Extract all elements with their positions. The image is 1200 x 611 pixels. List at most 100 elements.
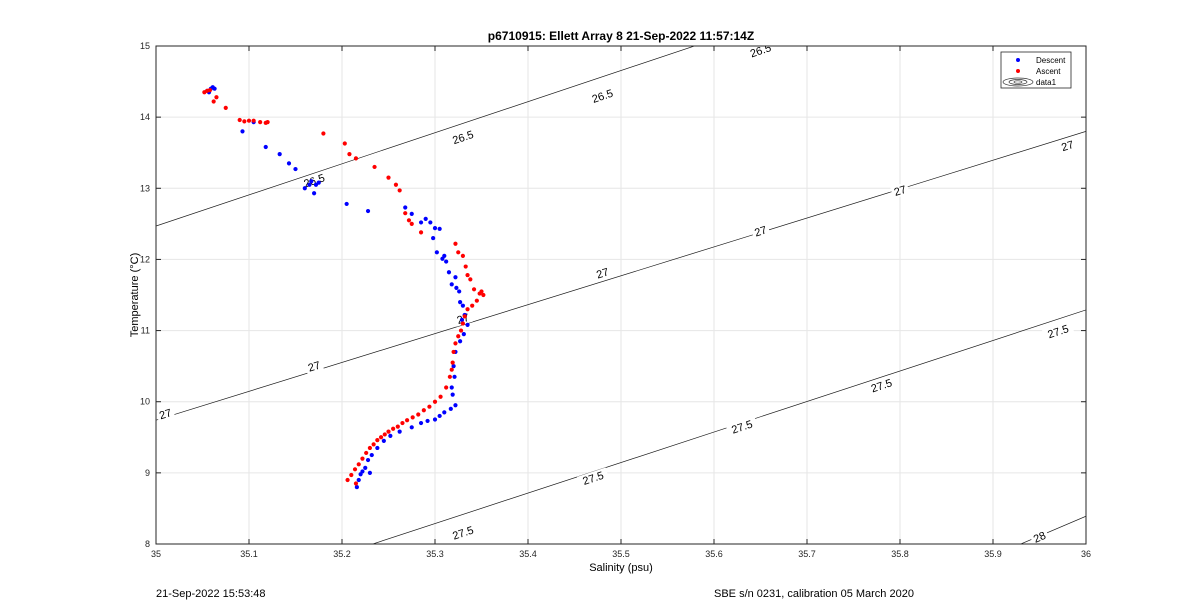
data-point-descent: [366, 209, 370, 213]
data-point-ascent: [481, 293, 485, 297]
data-point-ascent: [383, 432, 387, 436]
data-point-descent: [451, 393, 455, 397]
data-point-descent: [419, 421, 423, 425]
data-point-ascent: [321, 131, 325, 135]
data-point-descent: [264, 145, 268, 149]
data-point-descent: [460, 318, 464, 322]
data-point-descent: [317, 180, 321, 184]
y-tick-label: 13: [140, 183, 150, 193]
data-point-ascent: [475, 299, 479, 303]
data-point-descent: [452, 364, 456, 368]
data-point-ascent: [444, 385, 448, 389]
data-point-ascent: [438, 395, 442, 399]
data-point-descent: [287, 161, 291, 165]
data-point-descent: [454, 286, 458, 290]
data-point-ascent: [372, 165, 376, 169]
y-tick-label: 15: [140, 41, 150, 51]
data-point-ascent: [379, 435, 383, 439]
data-point-descent: [462, 332, 466, 336]
data-point-descent: [355, 485, 359, 489]
x-tick-label: 35: [151, 549, 161, 559]
data-point-ascent: [354, 156, 358, 160]
ts-diagram-chart: 26.526.526.526.52727272727272727.527.527…: [0, 0, 1200, 611]
data-point-ascent: [411, 415, 415, 419]
data-point-descent: [382, 439, 386, 443]
data-point-descent: [410, 425, 414, 429]
data-point-descent: [435, 250, 439, 254]
data-point-ascent: [453, 242, 457, 246]
data-point-descent: [345, 202, 349, 206]
y-tick-label: 14: [140, 112, 150, 122]
data-point-descent: [309, 179, 313, 183]
data-point-descent: [458, 300, 462, 304]
data-point-descent: [425, 419, 429, 423]
data-point-descent: [433, 226, 437, 230]
legend-ascent-marker: [1016, 69, 1020, 73]
data-point-descent: [359, 472, 363, 476]
data-point-ascent: [252, 119, 256, 123]
x-tick-label: 35.5: [612, 549, 630, 559]
data-point-ascent: [463, 314, 467, 318]
data-point-ascent: [386, 176, 390, 180]
data-point-ascent: [461, 254, 465, 258]
data-point-ascent: [403, 211, 407, 215]
data-point-descent: [212, 87, 216, 91]
data-point-ascent: [472, 287, 476, 291]
data-point-ascent: [451, 360, 455, 364]
data-point-descent: [363, 466, 367, 470]
data-point-ascent: [461, 321, 465, 325]
data-point-ascent: [242, 119, 246, 123]
data-point-ascent: [258, 120, 262, 124]
data-point-ascent: [450, 368, 454, 372]
data-point-ascent: [465, 273, 469, 277]
data-point-ascent: [400, 421, 404, 425]
data-point-descent: [458, 339, 462, 343]
data-point-ascent: [238, 118, 242, 122]
data-point-ascent: [354, 481, 358, 485]
data-point-descent: [388, 434, 392, 438]
data-point-ascent: [394, 183, 398, 187]
data-point-ascent: [353, 467, 357, 471]
data-point-descent: [442, 410, 446, 414]
data-point-descent: [293, 167, 297, 171]
data-point-descent: [457, 289, 461, 293]
data-point-descent: [403, 205, 407, 209]
data-point-ascent: [465, 307, 469, 311]
legend: Descent Ascent data1: [1001, 52, 1071, 88]
data-point-descent: [431, 236, 435, 240]
data-point-ascent: [456, 250, 460, 254]
data-point-ascent: [349, 473, 353, 477]
data-point-ascent: [247, 119, 251, 123]
data-point-descent: [370, 453, 374, 457]
data-point-ascent: [470, 304, 474, 308]
data-point-ascent: [386, 429, 390, 433]
data-point-descent: [368, 471, 372, 475]
data-point-descent: [366, 458, 370, 462]
data-point-descent: [307, 183, 311, 187]
data-point-descent: [447, 270, 451, 274]
data-point-ascent: [427, 405, 431, 409]
data-point-ascent: [479, 289, 483, 293]
data-point-descent: [465, 323, 469, 327]
data-point-ascent: [357, 462, 361, 466]
data-point-ascent: [368, 446, 372, 450]
data-point-ascent: [375, 438, 379, 442]
data-point-ascent: [456, 334, 460, 338]
data-point-descent: [461, 304, 465, 308]
footer-timestamp: 21-Sep-2022 15:53:48: [156, 588, 265, 600]
x-tick-label: 35.4: [519, 549, 537, 559]
y-axis-label: Temperature (°C): [129, 253, 141, 337]
data-point-descent: [453, 403, 457, 407]
data-point-ascent: [405, 418, 409, 422]
data-point-descent: [419, 220, 423, 224]
data-point-ascent: [410, 222, 414, 226]
data-point-ascent: [364, 451, 368, 455]
data-point-descent: [438, 414, 442, 418]
data-point-descent: [278, 152, 282, 156]
x-tick-label: 35.3: [426, 549, 444, 559]
y-tick-label: 11: [141, 326, 150, 336]
data-point-descent: [438, 227, 442, 231]
data-point-ascent: [224, 106, 228, 110]
data-point-descent: [449, 407, 453, 411]
data-point-descent: [450, 385, 454, 389]
